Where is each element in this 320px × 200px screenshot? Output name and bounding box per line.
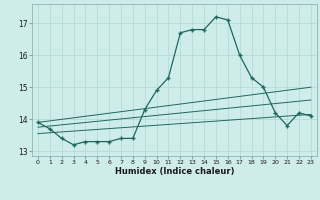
X-axis label: Humidex (Indice chaleur): Humidex (Indice chaleur) [115,167,234,176]
